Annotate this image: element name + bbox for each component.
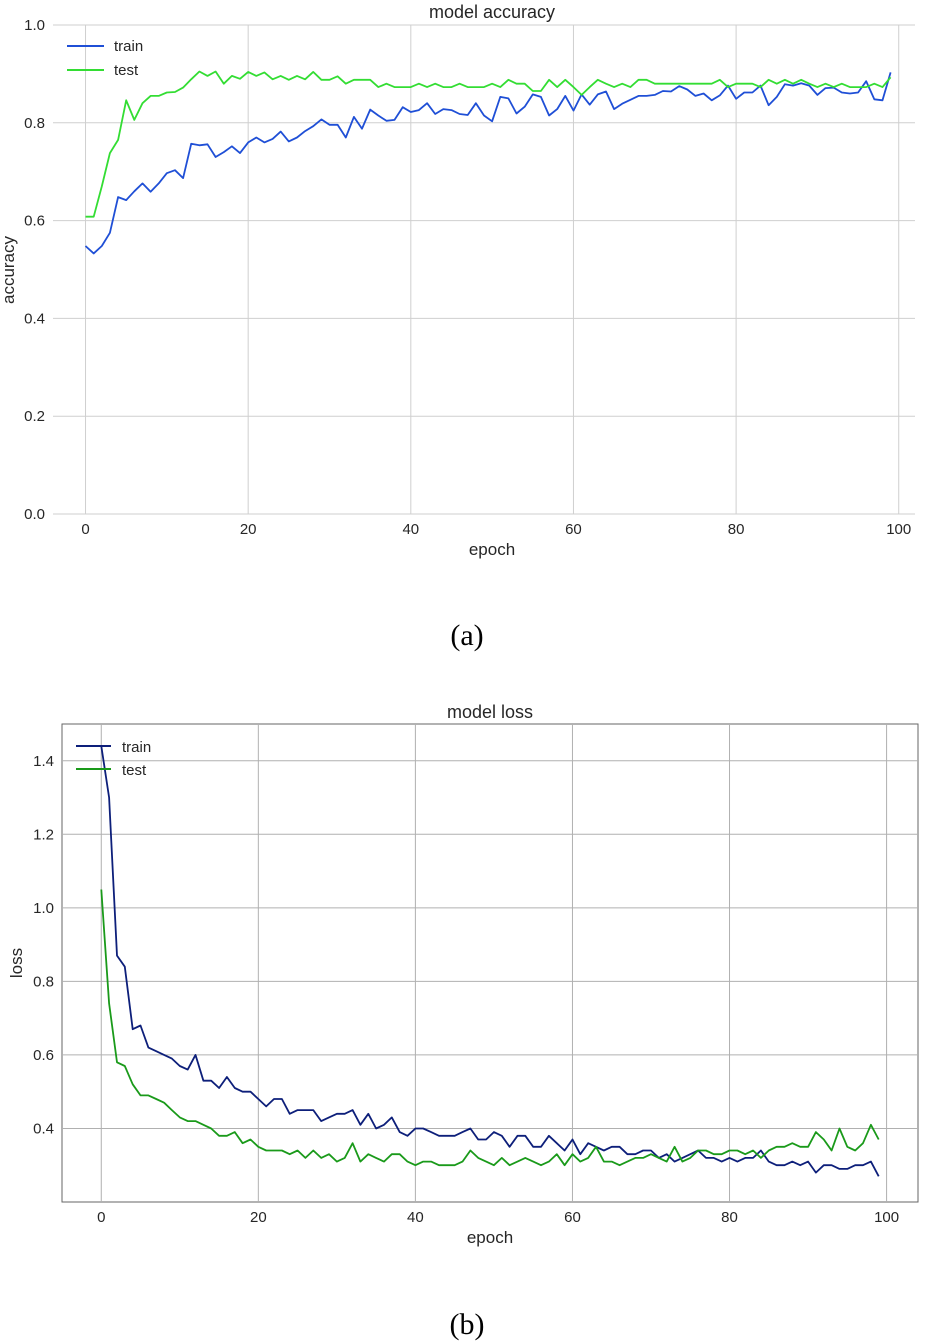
accuracy-y-tick-label: 0.8 [24,115,45,132]
loss-chart: model loss 0 20 40 60 80 100 0.4 0.6 0.8 1.0 1.2 1… [7,702,919,1247]
loss-y-tick-label: 1.4 [33,753,54,770]
loss-series-test-line [100,889,880,1167]
loss-y-tick-label: 0.4 [33,1120,54,1137]
accuracy-x-tick-label: 40 [402,521,419,538]
loss-plot-area [61,723,919,1203]
accuracy-y-tick-label: 0.4 [24,310,45,327]
loss-x-tick-label: 0 [97,1209,105,1226]
accuracy-chart: model accuracy 0 20 40 60 80 100 0.0 0.2 0.4 0.6… [0,2,915,559]
accuracy-y-tick-label: 0.2 [24,408,45,425]
loss-y-tick-label: 0.6 [33,1047,54,1064]
caption-b: (b) [450,1308,485,1341]
accuracy-x-tick-label: 20 [240,521,257,538]
loss-x-tick-label: 60 [564,1209,581,1226]
accuracy-x-tick-label: 80 [728,521,745,538]
accuracy-y-tick-label: 1.0 [24,17,45,34]
caption-a: (a) [450,619,483,652]
accuracy-x-axis-label: epoch [469,540,515,559]
loss-y-axis-label: loss [7,948,26,978]
loss-y-tick-label: 1.2 [33,826,54,843]
loss-y-tick-label: 1.0 [33,900,54,917]
accuracy-grid [53,24,915,515]
loss-title: model loss [447,702,533,722]
loss-x-tick-label: 40 [407,1209,424,1226]
loss-x-tick-label: 20 [250,1209,267,1226]
accuracy-legend: train test [67,38,143,79]
accuracy-title: model accuracy [429,2,555,22]
loss-x-tick-label: 80 [721,1209,738,1226]
loss-y-tick-label: 0.8 [33,973,54,990]
loss-legend-train-label: train [122,739,151,756]
accuracy-y-tick-label: 0.0 [24,506,45,523]
loss-series-train-line [100,745,880,1177]
loss-grid [62,724,918,1202]
accuracy-series-test-line [85,70,892,218]
loss-legend-test-label: test [122,762,147,779]
accuracy-y-tick-label: 0.6 [24,213,45,230]
accuracy-legend-train-label: train [114,38,143,55]
accuracy-x-tick-label: 100 [886,521,911,538]
accuracy-x-tick-label: 60 [565,521,582,538]
loss-x-tick-label: 100 [874,1209,899,1226]
loss-x-axis-label: epoch [467,1228,513,1247]
accuracy-series-train-line [84,72,892,255]
accuracy-legend-test-label: test [114,62,139,79]
accuracy-x-tick-label: 0 [81,521,89,538]
accuracy-y-axis-label: accuracy [0,235,18,304]
accuracy-plot-area [53,25,915,514]
loss-legend: train test [76,739,151,779]
